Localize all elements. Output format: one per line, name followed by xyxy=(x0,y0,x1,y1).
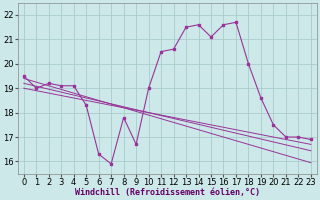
X-axis label: Windchill (Refroidissement éolien,°C): Windchill (Refroidissement éolien,°C) xyxy=(75,188,260,197)
